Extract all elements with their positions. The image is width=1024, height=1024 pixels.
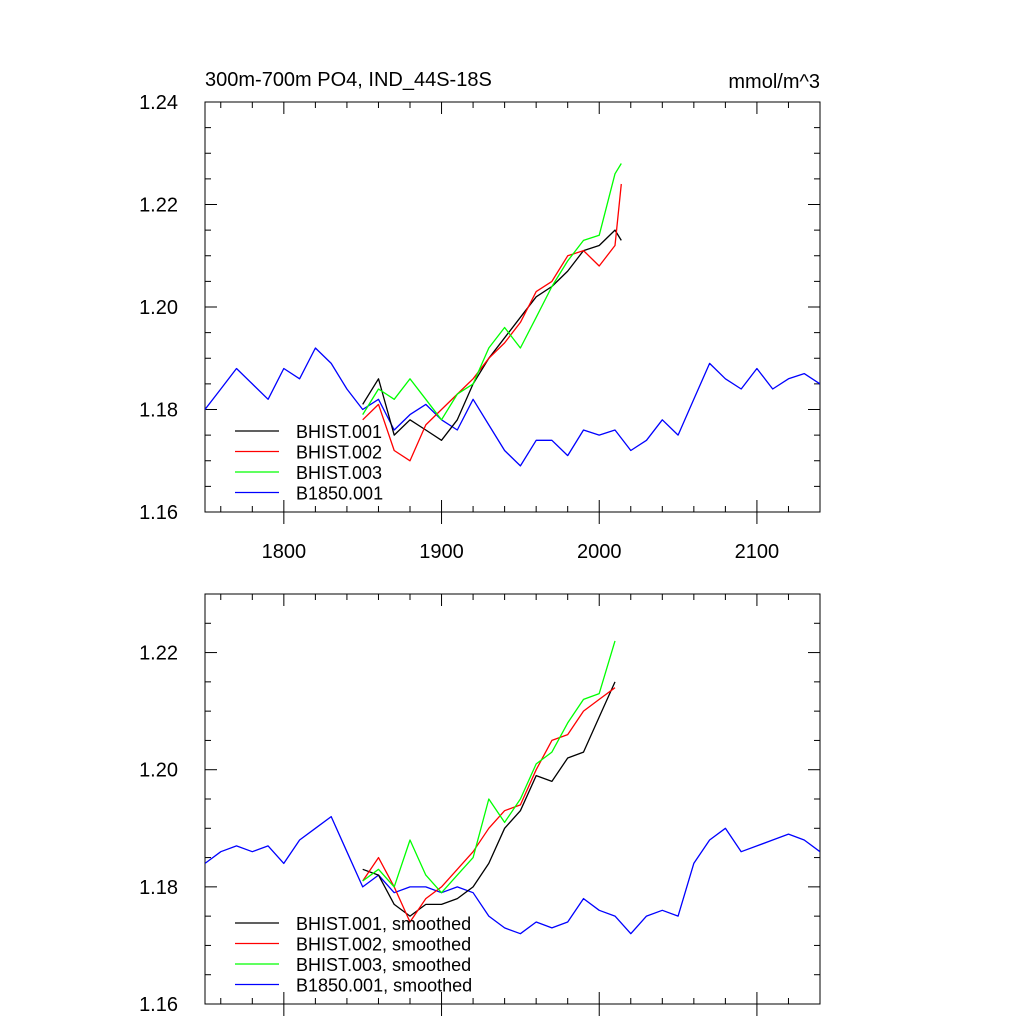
legend-label: BHIST.003: [296, 463, 382, 483]
series-group: [205, 163, 820, 467]
x-tick-label: 1800: [262, 541, 307, 563]
x-tick-label: 1900: [419, 541, 464, 563]
series-line-bhist-001-smoothed: [362, 681, 616, 917]
series-line-bhist-003-smoothed: [362, 640, 616, 894]
legend-label: BHIST.001, smoothed: [296, 914, 471, 934]
y-tick-label: 1.20: [139, 297, 178, 319]
y-tick-label: 1.22: [139, 643, 178, 665]
series-line-bhist-001: [362, 229, 622, 441]
series-group: [205, 640, 820, 935]
y-tick-label: 1.16: [139, 994, 178, 1016]
series-line-b1850-001-smoothed: [205, 815, 820, 935]
y-tick-label: 1.24: [139, 92, 178, 114]
series-line-bhist-002-smoothed: [362, 687, 616, 923]
x-tick-label: 2000: [577, 541, 622, 563]
legend-label: BHIST.002: [296, 443, 382, 463]
x-tick-label: 2100: [735, 541, 780, 563]
chart-title: 300m-700m PO4, IND_44S-18S: [205, 69, 492, 91]
legend-label: BHIST.001: [296, 422, 382, 442]
y-tick-label: 1.16: [139, 502, 178, 524]
series-line-bhist-002: [362, 183, 622, 462]
y-tick-label: 1.20: [139, 760, 178, 782]
y-tick-label: 1.18: [139, 400, 178, 422]
series-line-bhist-003: [362, 163, 622, 421]
y-tick-label: 1.22: [139, 195, 178, 217]
legend-label: BHIST.003, smoothed: [296, 955, 471, 975]
chart-panel-1: 1.16 1.18 1.20 1.22 1.24 1800 1900 2000 2100 300m…: [139, 69, 821, 563]
y-tick-label: 1.18: [139, 877, 178, 899]
series-line-b1850-001: [205, 347, 820, 467]
legend-label: B1850.001: [296, 484, 383, 504]
legend-label: B1850.001, smoothed: [296, 976, 472, 996]
units-label: mmol/m^3: [728, 71, 820, 93]
legend-label: BHIST.002, smoothed: [296, 935, 471, 955]
